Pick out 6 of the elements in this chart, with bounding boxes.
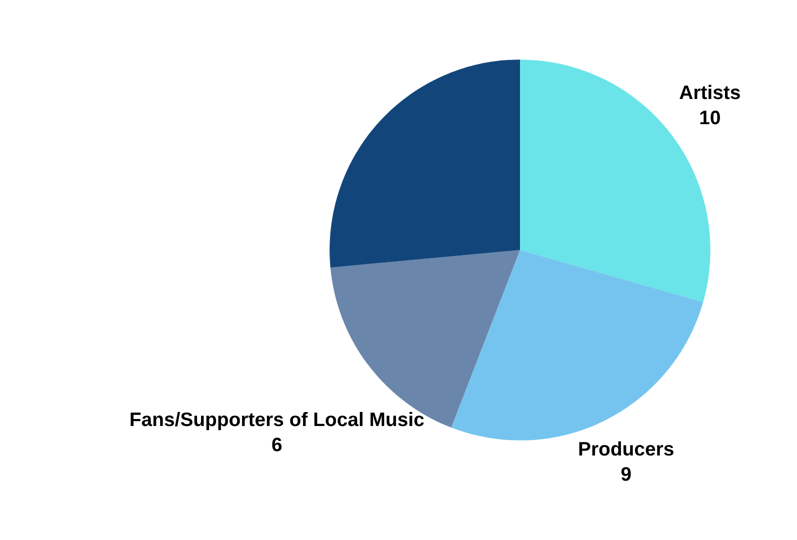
- slice-label: Artists: [680, 84, 740, 100]
- data-label: 9: [621, 467, 631, 481]
- data-label: 6: [272, 438, 282, 452]
- slice-label: Producers: [579, 441, 674, 456]
- data-label: 10: [700, 110, 720, 124]
- slice-label: Fans/Supporters of Local Music: [130, 412, 424, 430]
